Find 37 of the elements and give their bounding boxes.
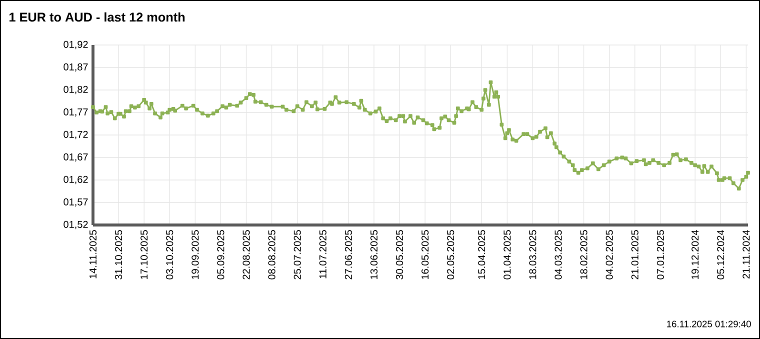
y-tick-label: 01,92 <box>64 40 88 50</box>
y-tick-label: 01,77 <box>64 108 88 117</box>
x-tick-label: 13.06.2025 <box>370 230 378 280</box>
x-tick-label: 21.11.2024 <box>742 230 750 279</box>
x-tick-label: 01.04.2025 <box>504 230 511 280</box>
x-tick-label: 27.06.2025 <box>344 230 352 280</box>
x-tick-label: 04.02.2025 <box>606 230 613 280</box>
y-tick-label: 01,82 <box>64 86 88 94</box>
x-tick-label: 18.03.2025 <box>529 230 536 280</box>
x-tick-label: 22.08.2025 <box>242 230 250 280</box>
x-tick-label: 25.07.2025 <box>294 230 301 280</box>
x-tick-label: 17.10.2025 <box>140 230 148 280</box>
x-tick-label: 15.04.2025 <box>478 230 486 280</box>
x-tick-label: 19.12.2024 <box>692 230 699 280</box>
x-tick-label: 21.01.2025 <box>631 230 638 280</box>
chart-title: 1 EUR to AUD - last 12 month <box>10 12 185 22</box>
x-tick-label: 30.05.2025 <box>396 230 404 280</box>
x-tick-label: 05.09.2025 <box>217 230 224 280</box>
y-tick-label: 01,62 <box>64 176 88 184</box>
y-tick-label: 01,57 <box>64 198 88 207</box>
x-tick-label: 07.01.2025 <box>656 230 664 280</box>
y-tick-label: 01,52 <box>64 220 88 230</box>
x-tick-label: 08.08.2025 <box>268 230 276 280</box>
x-tick-label: 11.07.2025 <box>319 230 326 278</box>
x-tick-label: 02.05.2025 <box>447 230 454 280</box>
x-tick-label: 19.09.2025 <box>192 230 199 280</box>
x-tick-label: 18.02.2025 <box>580 230 588 280</box>
x-tick-label: 04.03.2025 <box>554 230 562 280</box>
x-tick-label: 03.10.2025 <box>166 230 174 280</box>
x-tick-label: 16.05.2025 <box>422 230 429 280</box>
text: 16.11.2025 01:29:40 <box>667 320 751 328</box>
y-tick-label: 01,72 <box>64 130 88 140</box>
x-tick-label: 05.12.2024 <box>717 230 724 280</box>
y-tick-label: 01,67 <box>64 153 88 162</box>
x-tick-label: 31.10.2025 <box>114 230 122 280</box>
y-tick-label: 01,87 <box>64 63 88 72</box>
x-tick-label: 14.11.2025 <box>89 230 97 278</box>
